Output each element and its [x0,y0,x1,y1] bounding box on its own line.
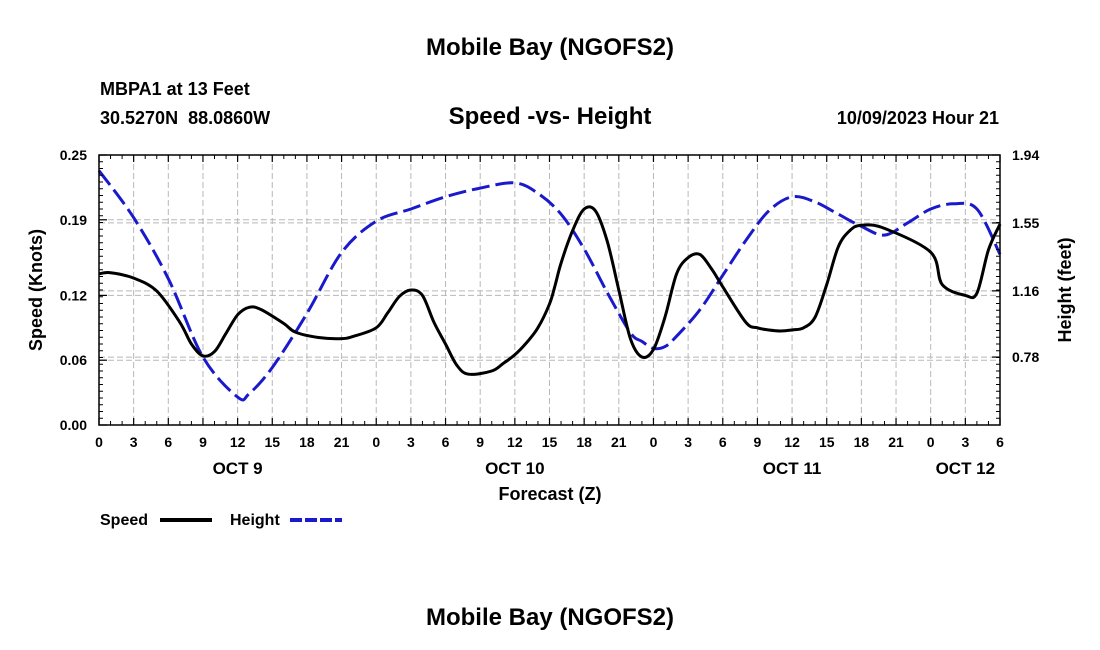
y-right-tick-label: 1.16 [1012,283,1039,299]
day-label: OCT 10 [485,459,545,478]
y-left-tick-label: 0.19 [60,212,87,228]
x-tick-label: 3 [684,434,692,450]
y-axis-label-left: Speed (Knots) [26,229,46,351]
day-labels: OCT 9 OCT 10 OCT 11 OCT 12 [213,459,996,478]
x-tick-label: 21 [334,434,350,450]
x-tick-label: 9 [754,434,762,450]
y-right-tick-label: 1.55 [1012,215,1039,231]
x-tick-label: 0 [650,434,658,450]
x-tick-label: 18 [854,434,870,450]
x-tick-label: 0 [372,434,380,450]
x-tick-label: 6 [996,434,1004,450]
series-layer [97,169,1002,402]
x-tick-label: 12 [784,434,800,450]
y-left-tick-label: 0.00 [60,417,87,433]
legend-label-height: Height [230,512,280,529]
legend: Speed Height [100,512,342,529]
y-left-tick-label: 0.12 [60,287,87,303]
x-tick-label: 9 [199,434,207,450]
x-tick-label: 21 [611,434,627,450]
y-left-tick-label: 0.06 [60,352,87,368]
x-tick-label: 3 [130,434,138,450]
day-label: OCT 12 [936,459,996,478]
day-label: OCT 9 [213,459,263,478]
x-tick-label: 3 [961,434,969,450]
axis-ticks [98,154,1001,426]
page-title-top: Mobile Bay (NGOFS2) [426,34,674,61]
x-tick-label: 0 [95,434,103,450]
y-right-tick-labels: 0.78 1.16 1.55 1.94 [1012,147,1039,365]
day-label: OCT 11 [763,459,822,478]
y-axis-label-right: Height (feet) [1055,238,1075,343]
x-tick-labels: 0 3 6 9 12 15 18 21 0 3 6 9 12 15 18 21 0 3 6 9 12 15 18 21 0 3 6 [95,434,1004,450]
x-tick-label: 18 [576,434,592,450]
y-left-tick-labels: 0.00 0.06 0.12 0.19 0.25 [60,147,87,433]
x-tick-label: 9 [476,434,484,450]
datetime-label: 10/09/2023 Hour 21 [837,108,999,128]
legend-label-speed: Speed [100,512,148,529]
x-tick-label: 21 [888,434,904,450]
coordinates-label: 30.5270N 88.0860W [100,108,270,128]
x-tick-label: 6 [164,434,172,450]
x-tick-label: 12 [507,434,523,450]
x-tick-label: 15 [542,434,558,450]
series-line-speed [98,205,1002,376]
x-tick-label: 0 [927,434,935,450]
x-tick-label: 6 [442,434,450,450]
station-label: MBPA1 at 13 Feet [100,79,250,99]
grid-lines [99,155,1000,425]
y-right-tick-label: 0.78 [1012,349,1039,365]
x-tick-label: 3 [407,434,415,450]
x-axis-label: Forecast (Z) [498,484,601,504]
y-left-tick-label: 0.25 [60,147,87,163]
x-tick-label: 15 [264,434,280,450]
y-right-tick-label: 1.94 [1012,147,1039,163]
x-tick-label: 18 [299,434,315,450]
x-tick-label: 15 [819,434,835,450]
chart-title: Speed -vs- Height [449,103,652,130]
page-title-bottom: Mobile Bay (NGOFS2) [426,604,674,631]
x-tick-label: 12 [230,434,246,450]
x-tick-label: 6 [719,434,727,450]
